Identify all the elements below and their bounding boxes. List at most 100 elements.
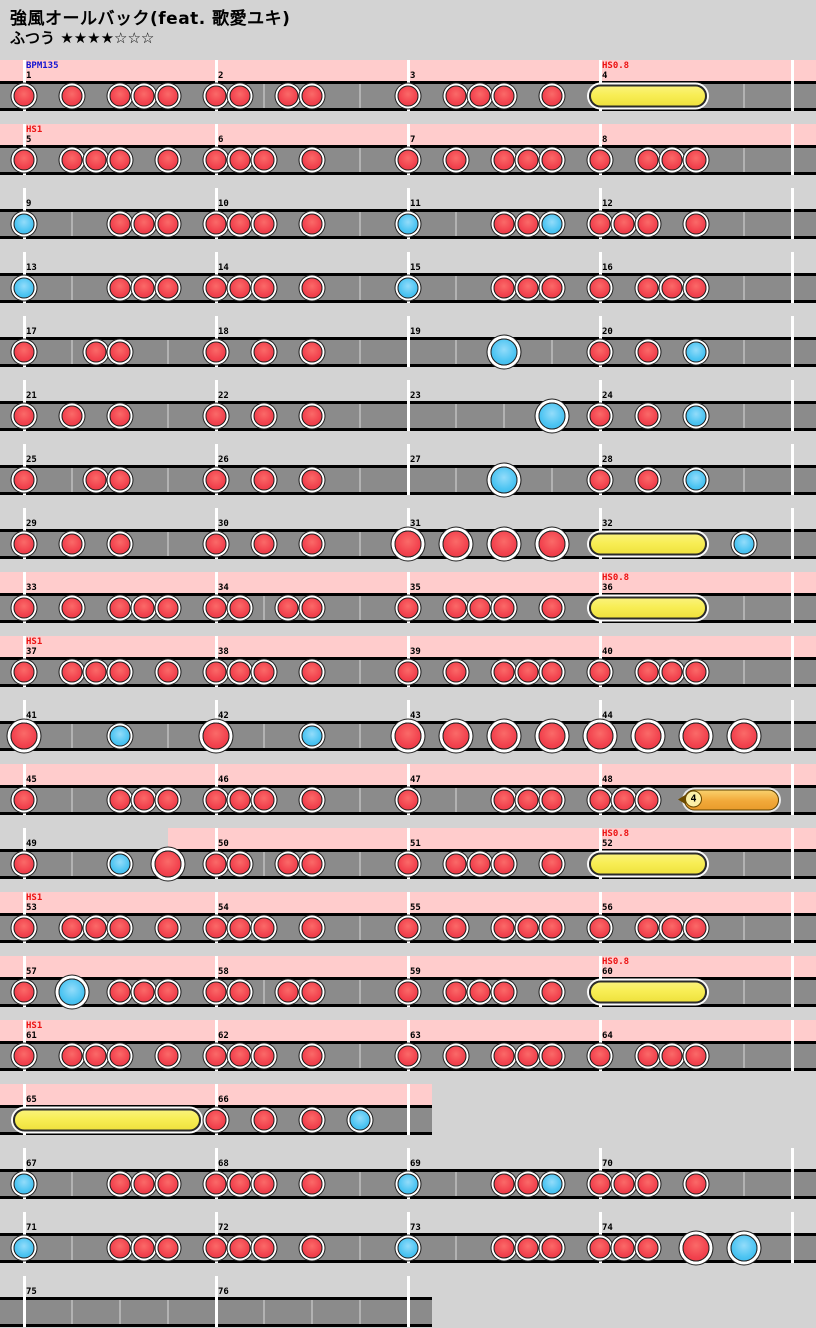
don-note xyxy=(109,597,131,619)
note-row: 41 42 43 44 xyxy=(0,700,816,751)
don-note xyxy=(661,277,683,299)
note-row: 45 46 47 48 4 xyxy=(0,764,816,815)
don-note xyxy=(205,1173,227,1195)
measure-number: 41 xyxy=(26,711,37,721)
don-note xyxy=(13,917,35,939)
note-row: 75 76 xyxy=(0,1276,432,1327)
don-note xyxy=(205,213,227,235)
don-note xyxy=(133,85,155,107)
don-note xyxy=(397,149,419,171)
don-note xyxy=(229,149,251,171)
don-note xyxy=(589,341,611,363)
beat-line xyxy=(359,212,361,236)
speed-label: HS1 xyxy=(26,637,43,647)
don-note xyxy=(637,469,659,491)
measure-number: 5 xyxy=(26,135,32,145)
don-note xyxy=(445,661,467,683)
don-note xyxy=(589,789,611,811)
measure-number: 58 xyxy=(218,967,229,977)
don-note xyxy=(613,789,635,811)
beat-line xyxy=(71,1172,73,1196)
don-note xyxy=(517,661,539,683)
beat-line xyxy=(71,788,73,812)
don-note xyxy=(397,789,419,811)
don-note xyxy=(133,213,155,235)
difficulty-stars: ★★★★☆☆☆ xyxy=(60,29,155,47)
don-note xyxy=(589,469,611,491)
don-note xyxy=(229,917,251,939)
don-note xyxy=(301,405,323,427)
don-note xyxy=(157,1173,179,1195)
measure-number: 65 xyxy=(26,1095,37,1105)
note-row: 9 10 11 12 xyxy=(0,188,816,239)
don-note xyxy=(85,149,107,171)
don-note xyxy=(61,533,83,555)
difficulty-label: ふつう xyxy=(10,29,56,47)
don-note xyxy=(517,277,539,299)
don-note xyxy=(469,853,491,875)
don-note xyxy=(541,853,563,875)
measure-line xyxy=(791,252,794,303)
measure-line xyxy=(791,636,794,687)
measure-number: 16 xyxy=(602,263,613,273)
measure-line xyxy=(791,1020,794,1071)
don-note xyxy=(61,661,83,683)
don-note xyxy=(445,149,467,171)
don-note xyxy=(589,213,611,235)
beat-line xyxy=(71,852,73,876)
measure-line xyxy=(791,956,794,1007)
measure-number: 26 xyxy=(218,455,229,465)
don-note xyxy=(133,1237,155,1259)
ka-note xyxy=(397,277,419,299)
don-note xyxy=(229,597,251,619)
don-note xyxy=(493,597,515,619)
ka-note xyxy=(13,1173,35,1195)
don-note xyxy=(301,661,323,683)
measure-number: 18 xyxy=(218,327,229,337)
don-note xyxy=(205,917,227,939)
don-note xyxy=(493,1045,515,1067)
measure-number: 61 xyxy=(26,1031,37,1041)
don-note xyxy=(253,149,275,171)
big-don-note xyxy=(682,1234,710,1262)
don-note xyxy=(493,917,515,939)
don-note xyxy=(541,597,563,619)
don-note xyxy=(397,597,419,619)
don-note xyxy=(157,213,179,235)
big-don-note xyxy=(490,530,518,558)
don-note xyxy=(613,1237,635,1259)
measure-number: 55 xyxy=(410,903,421,913)
measure-number: 23 xyxy=(410,391,421,401)
don-note xyxy=(229,789,251,811)
don-note xyxy=(493,149,515,171)
don-note xyxy=(301,213,323,235)
measure-line xyxy=(791,316,794,367)
beat-line xyxy=(743,980,745,1004)
balloon-note: 4 xyxy=(678,789,779,811)
don-note xyxy=(229,1045,251,1067)
don-note xyxy=(109,469,131,491)
don-note xyxy=(445,917,467,939)
measure-number: 28 xyxy=(602,455,613,465)
beat-line xyxy=(743,468,745,492)
difficulty-line: ふつう ★★★★☆☆☆ xyxy=(10,27,154,48)
don-note xyxy=(541,277,563,299)
beat-line xyxy=(359,980,361,1004)
beat-line xyxy=(455,1236,457,1260)
beat-line xyxy=(359,1172,361,1196)
don-note xyxy=(493,213,515,235)
measure-number: 70 xyxy=(602,1159,613,1169)
measure-number: 21 xyxy=(26,391,37,401)
beat-line xyxy=(359,660,361,684)
don-note xyxy=(157,85,179,107)
don-note xyxy=(541,661,563,683)
don-note xyxy=(61,1045,83,1067)
drumroll-bar xyxy=(13,1108,201,1132)
beat-line xyxy=(167,468,169,492)
measure-number: 50 xyxy=(218,839,229,849)
don-note xyxy=(277,853,299,875)
big-ka-note xyxy=(490,466,518,494)
beat-line xyxy=(551,468,553,492)
note-row: HS1 61 62 63 64 xyxy=(0,1020,816,1071)
